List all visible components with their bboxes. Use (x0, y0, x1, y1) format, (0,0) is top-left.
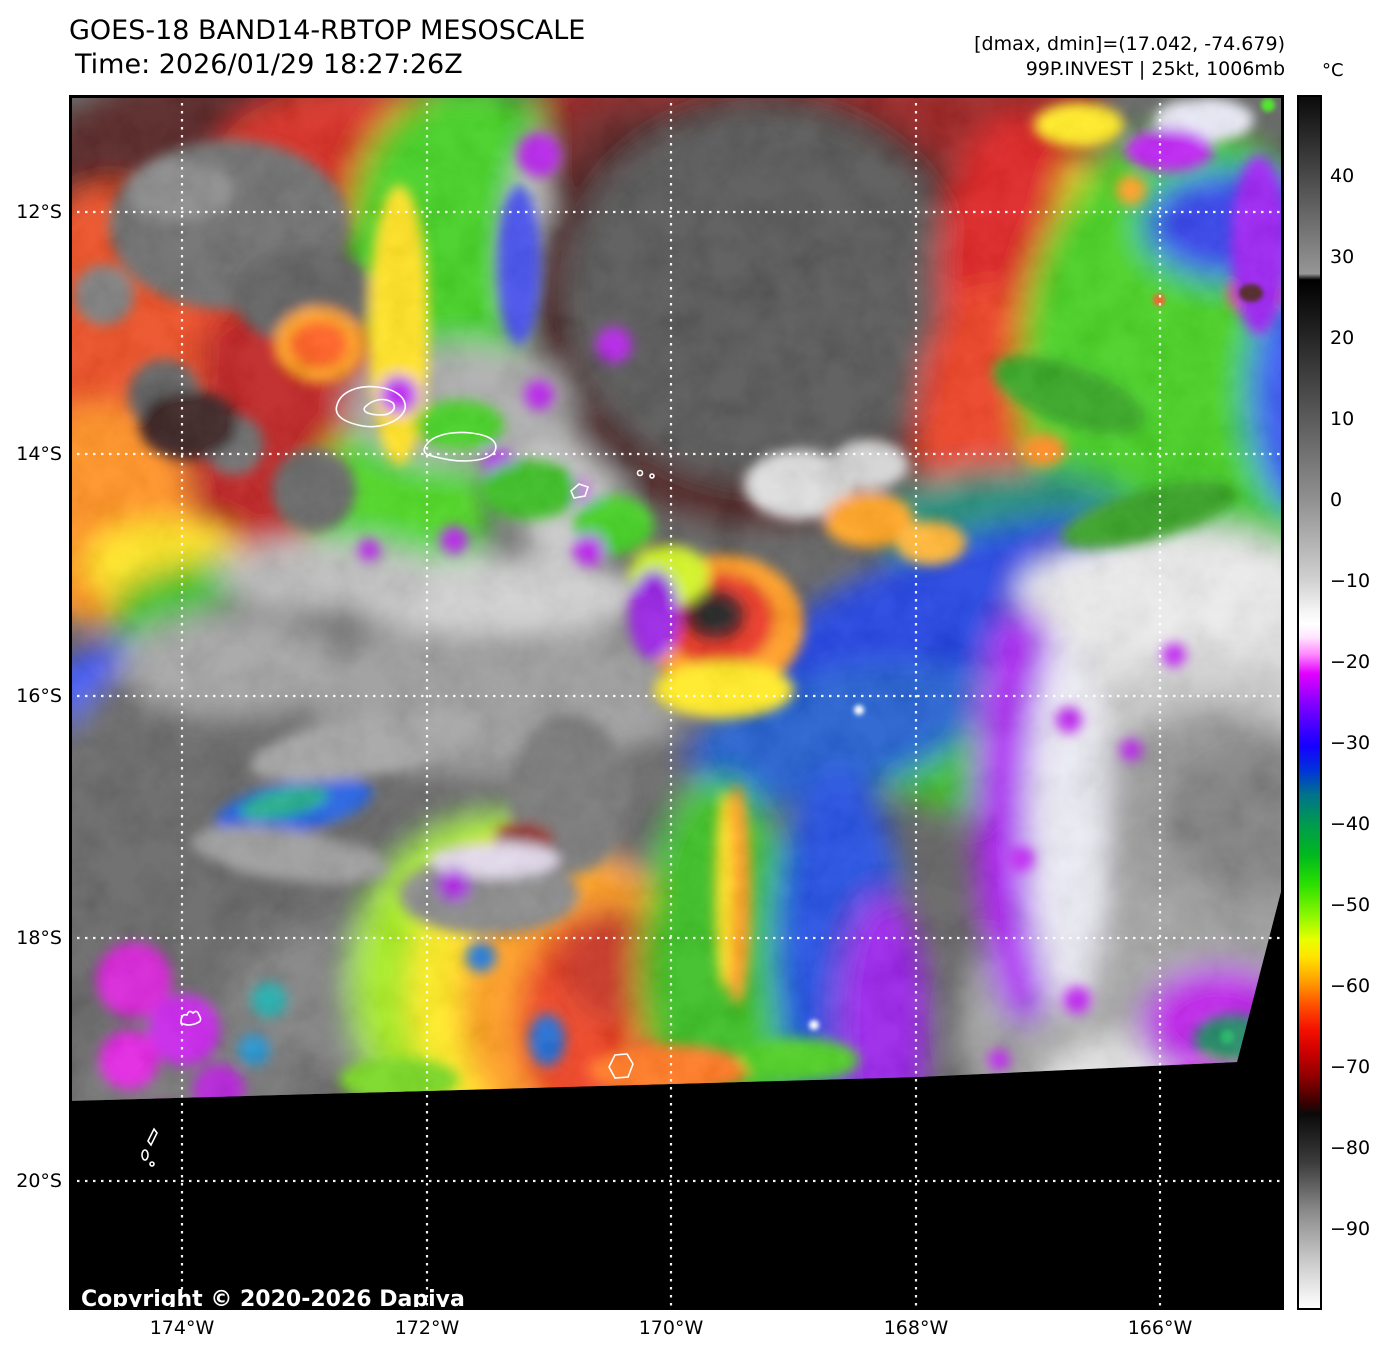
page-title: GOES-18 BAND14-RBTOP MESOSCALE (69, 15, 586, 46)
colorbar-tick: 20 (1330, 327, 1355, 349)
colorbar-tick: −40 (1330, 813, 1371, 835)
colorbar-tick: −10 (1330, 570, 1371, 592)
colorbar-tick: −30 (1330, 732, 1371, 754)
timestamp-line: Time: 2026/01/29 18:27:26Z (75, 49, 463, 80)
colorbar-tick: −20 (1330, 651, 1371, 673)
colorbar-tick: −70 (1330, 1056, 1371, 1078)
colorbar-unit-label: °C (1322, 60, 1344, 81)
lat-label-12s: 12°S (16, 201, 62, 223)
copyright-text: Copyright © 2020-2026 Dapiya (81, 1287, 465, 1310)
lon-label-166w: 166°W (1127, 1317, 1193, 1339)
lon-label-172w: 172°W (394, 1317, 460, 1339)
lon-label-170w: 170°W (638, 1317, 704, 1339)
satellite-map: Copyright © 2020-2026 Dapiya (69, 95, 1284, 1312)
colorbar-tick: −60 (1330, 975, 1371, 997)
temperature-colorbar (1297, 95, 1322, 1310)
dmax-dmin-annotation: [dmax, dmin]=(17.042, -74.679) (974, 33, 1285, 55)
lat-label-18s: 18°S (16, 927, 62, 949)
coastline-outlines (141, 385, 655, 1167)
colorbar-tick: −80 (1330, 1137, 1371, 1159)
plot-border (69, 95, 1284, 1310)
colorbar-tick: −90 (1330, 1218, 1371, 1240)
colorbar-tick: 0 (1330, 489, 1343, 511)
lat-label-16s: 16°S (16, 685, 62, 707)
colorbar-tick: 30 (1330, 246, 1355, 268)
colorbar-tick: −50 (1330, 894, 1371, 916)
lat-label-20s: 20°S (16, 1170, 62, 1192)
storm-info-annotation: 99P.INVEST | 25kt, 1006mb (1025, 58, 1285, 80)
lon-label-174w: 174°W (149, 1317, 215, 1339)
satellite-image: Copyright © 2020-2026 Dapiya (69, 95, 1284, 1312)
graticule-gridlines (69, 95, 1284, 1310)
colorbar-tick: 10 (1330, 408, 1355, 430)
lat-label-14s: 14°S (16, 443, 62, 465)
lon-label-168w: 168°W (883, 1317, 949, 1339)
colorbar-tick: 40 (1330, 165, 1355, 187)
